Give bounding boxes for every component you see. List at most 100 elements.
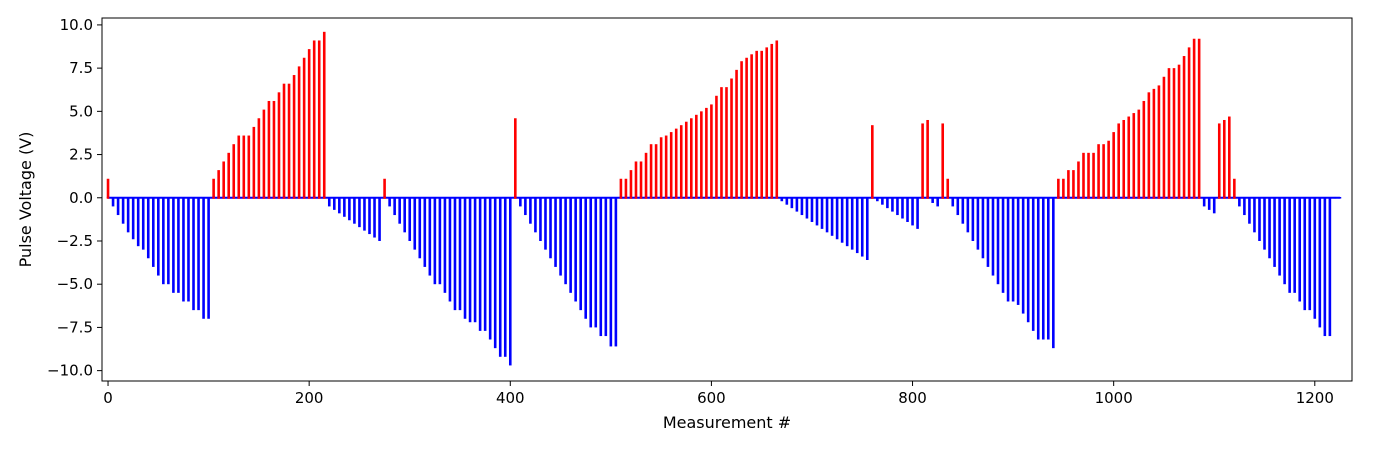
bar: [1127, 116, 1131, 198]
bar-positive-base: [383, 196, 386, 199]
bar: [327, 197, 331, 207]
bar-positive-base: [1152, 196, 1156, 199]
bar: [1057, 178, 1060, 198]
bar: [559, 197, 562, 276]
y-tick-label: 0.0: [69, 189, 93, 207]
bar: [1031, 197, 1035, 331]
bar-positive-base: [242, 196, 246, 199]
bar: [639, 161, 643, 198]
bar-positive-base: [1077, 196, 1080, 199]
bar-positive-base: [322, 196, 326, 199]
y-tick-label: 2.5: [69, 146, 93, 164]
bar: [840, 197, 844, 243]
bar: [649, 144, 653, 198]
bar-positive-base: [871, 196, 874, 199]
bar-positive-base: [1137, 196, 1141, 199]
bar-positive-base: [1217, 196, 1221, 199]
bar: [1233, 178, 1236, 198]
bar: [488, 197, 492, 340]
bar: [473, 197, 477, 323]
bar: [1062, 178, 1065, 198]
bar: [760, 50, 763, 198]
bar-positive-base: [1122, 196, 1126, 199]
bar-positive-base: [287, 196, 291, 199]
bar: [1308, 197, 1312, 311]
bar: [1087, 152, 1090, 198]
bar: [1248, 197, 1251, 224]
bar: [338, 197, 341, 214]
bar-positive-base: [1072, 196, 1075, 199]
bar-positive-base: [1127, 196, 1131, 199]
bar-positive-base: [1057, 196, 1060, 199]
bar: [448, 197, 452, 302]
bar: [1268, 197, 1271, 259]
bar-positive-base: [730, 196, 733, 199]
bar: [157, 197, 160, 276]
bar: [604, 197, 608, 337]
bar: [1187, 47, 1191, 198]
bar: [554, 197, 557, 267]
bar: [458, 197, 462, 311]
bar-positive-base: [212, 196, 215, 199]
bar-positive-base: [1107, 196, 1110, 199]
bar: [1182, 56, 1186, 198]
bar: [659, 137, 663, 198]
bar: [534, 197, 537, 233]
bar: [116, 197, 120, 216]
bar: [227, 152, 231, 198]
bar-positive-base: [1197, 196, 1201, 199]
bar: [453, 197, 457, 311]
bar: [383, 178, 386, 198]
bar: [146, 197, 150, 259]
bar: [207, 197, 210, 319]
bar-positive-base: [1147, 196, 1151, 199]
bar: [574, 197, 577, 302]
bar: [765, 47, 769, 198]
bar: [373, 197, 376, 238]
bar-positive-base: [247, 196, 251, 199]
bar: [1238, 197, 1241, 207]
bar: [921, 123, 924, 198]
bar-positive-base: [1187, 196, 1191, 199]
y-tick-label: 7.5: [69, 59, 93, 77]
bar: [996, 197, 1000, 285]
bar: [192, 197, 195, 311]
bar: [131, 197, 135, 240]
bar: [981, 197, 985, 259]
y-tick-label: −10.0: [47, 362, 93, 380]
bar: [876, 197, 879, 202]
bar: [493, 197, 497, 349]
bar-positive-base: [624, 196, 628, 199]
bar-positive-base: [1222, 196, 1226, 199]
bar-positive-base: [1172, 196, 1176, 199]
bar: [896, 197, 899, 216]
x-tick-label: 600: [697, 389, 726, 407]
bar: [539, 197, 542, 241]
bar-positive-base: [755, 196, 758, 199]
bar: [1323, 197, 1327, 337]
bar: [267, 100, 271, 198]
bar-positive-base: [292, 196, 296, 199]
bar: [428, 197, 432, 276]
bar: [805, 197, 809, 219]
bar: [830, 197, 834, 236]
bar: [624, 178, 628, 198]
bar: [614, 197, 618, 347]
bar: [1052, 197, 1055, 349]
bar: [644, 152, 648, 198]
bar: [343, 197, 346, 217]
bar: [1192, 38, 1196, 198]
bar: [865, 197, 869, 260]
bar: [197, 197, 200, 311]
bar-positive-base: [760, 196, 763, 199]
bar-positive-base: [700, 196, 703, 199]
bar-positive-base: [1062, 196, 1065, 199]
bar: [1258, 197, 1261, 241]
bar-positive-base: [695, 196, 698, 199]
bar: [1298, 197, 1302, 302]
bar: [1228, 116, 1231, 198]
bar: [353, 197, 356, 224]
bar: [106, 178, 110, 198]
bar: [770, 43, 774, 198]
